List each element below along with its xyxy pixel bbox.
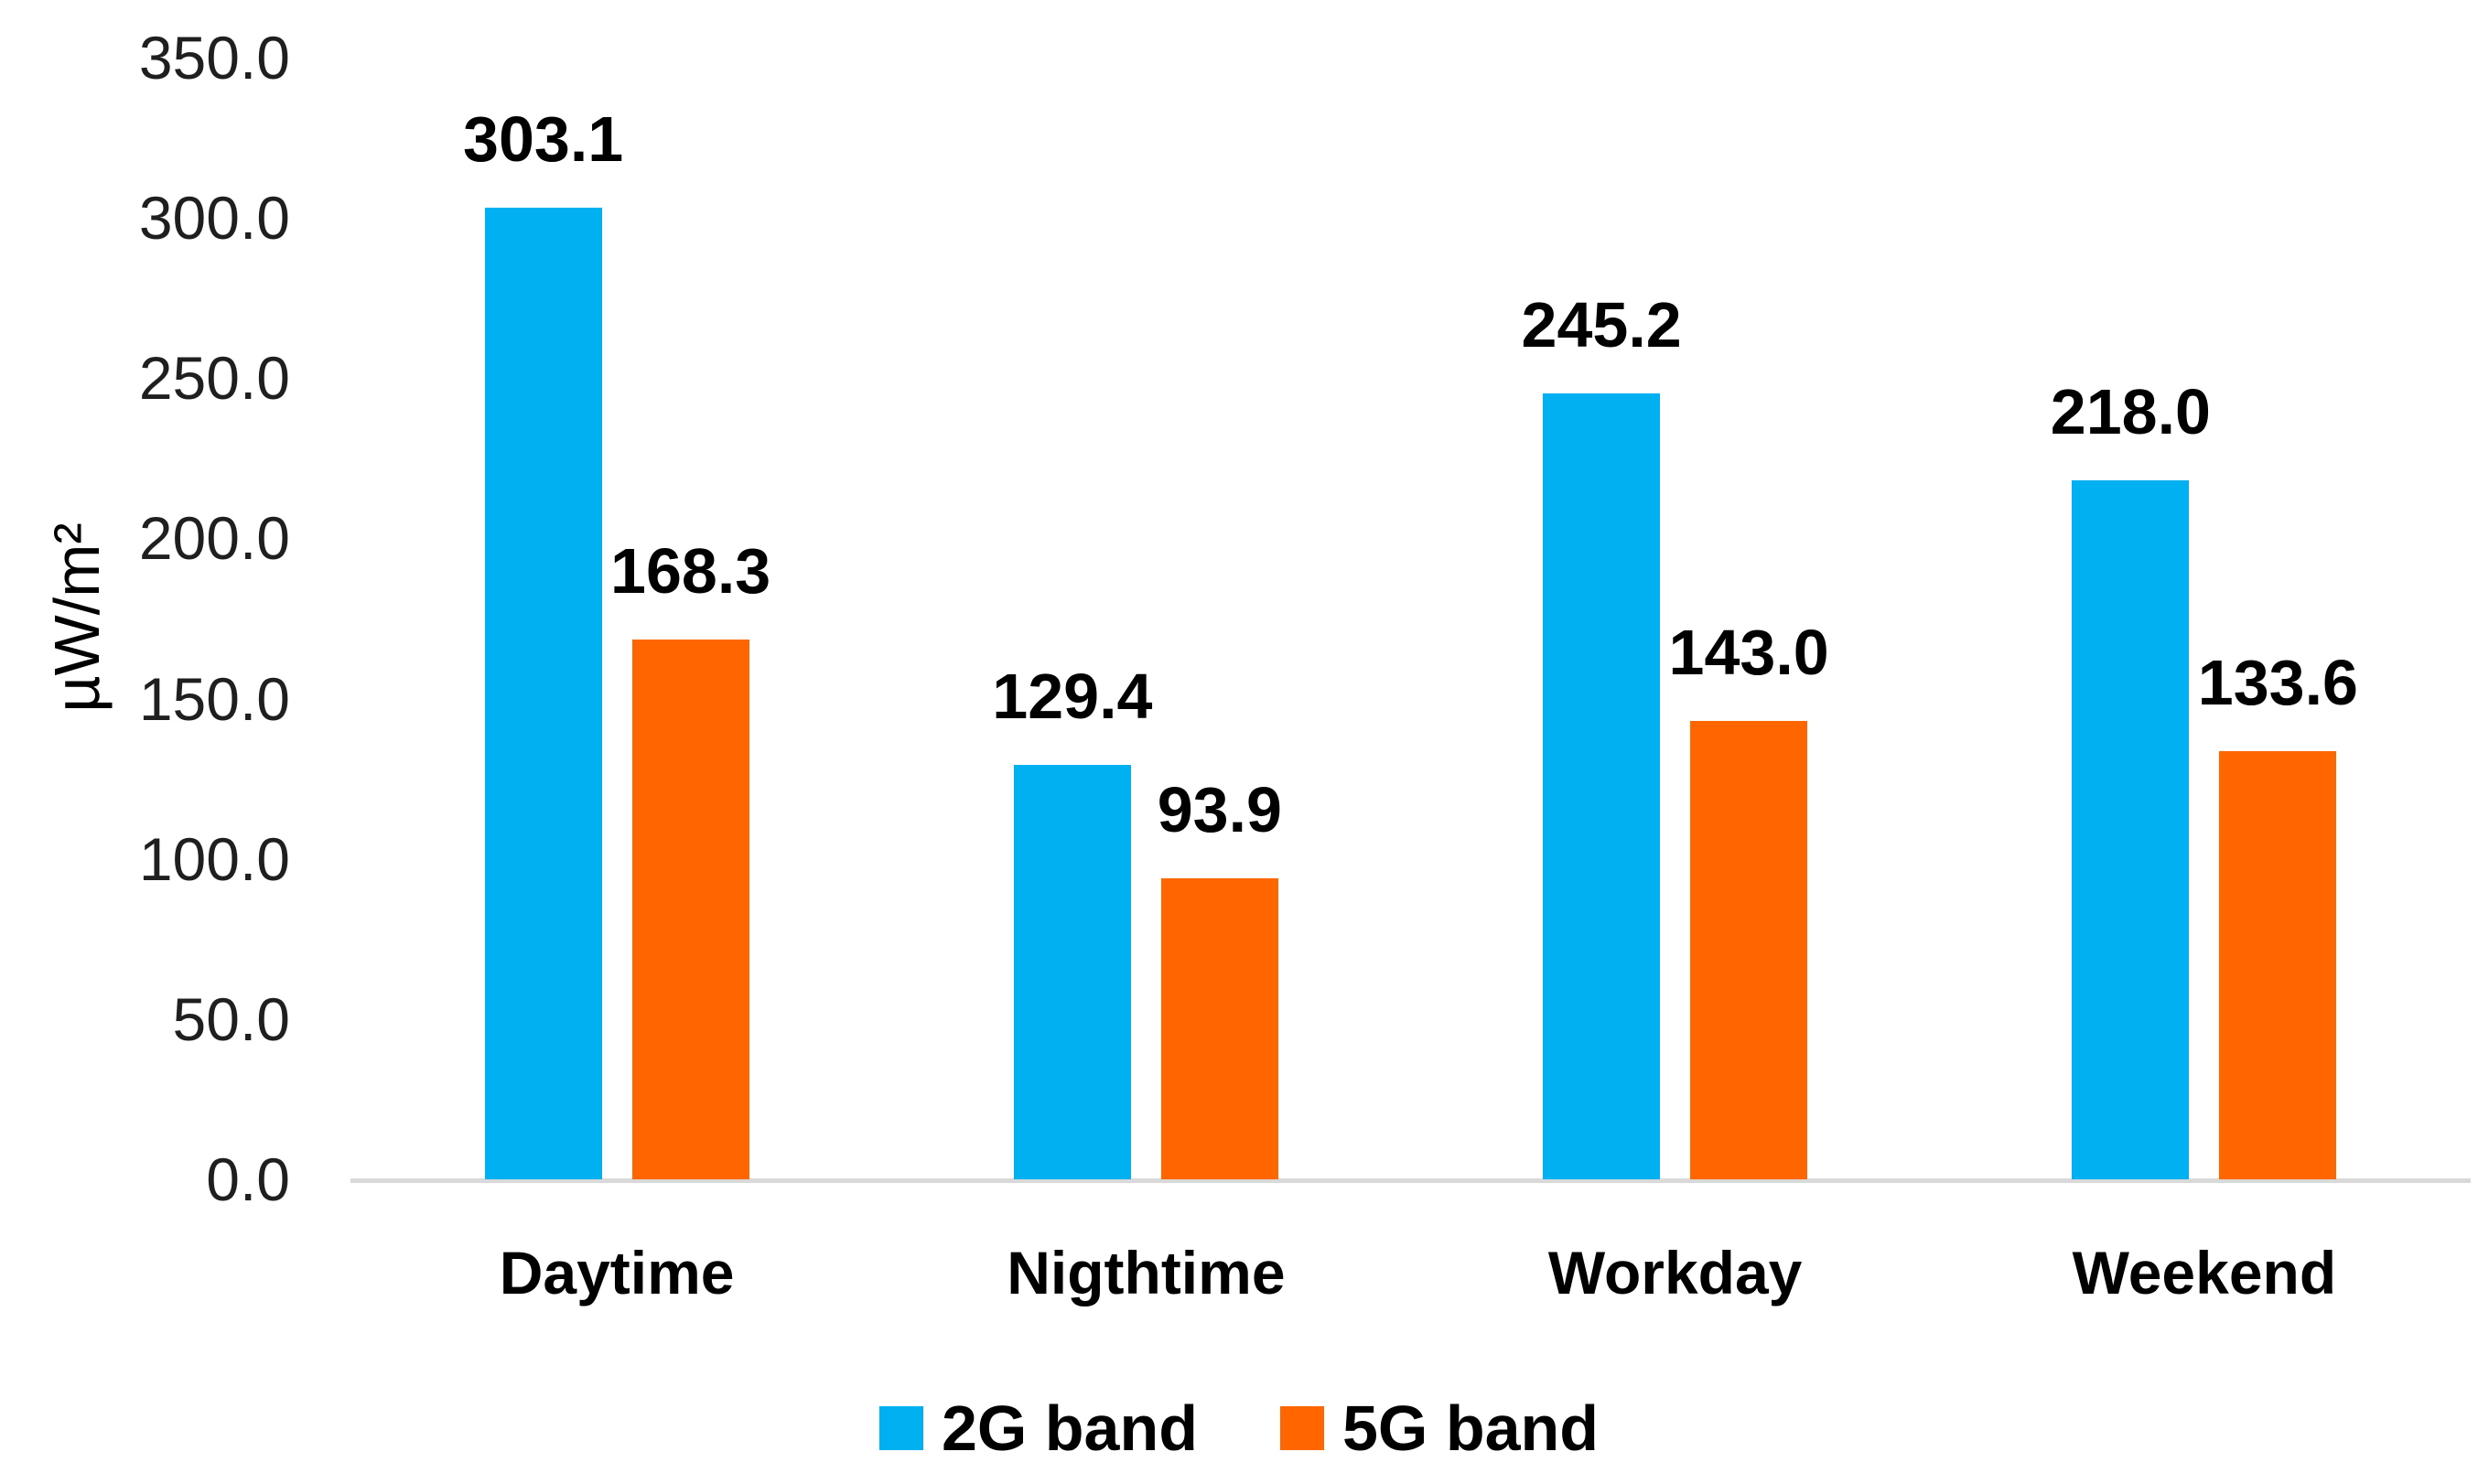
category-label-workday: Workday	[1547, 1239, 1803, 1307]
bar-group-workday: 245.2 143.0	[1411, 58, 1940, 1179]
category-label-weekend: Weekend	[2072, 1239, 2337, 1307]
bar-5g-band-weekend: 133.6	[2198, 651, 2358, 1179]
category-label-nigthtime: Nigthtime	[1007, 1239, 1286, 1307]
data-label-5g-band-weekend: 133.6	[2197, 647, 2358, 719]
y-tick-300: 300.0	[138, 184, 290, 253]
bar-2g-band-daytime: 303.1	[463, 107, 623, 1179]
bar-group-weekend: 218.0 133.6	[1940, 58, 2469, 1179]
y-tick-150: 150.0	[138, 664, 290, 733]
legend-item-2g-band: 2G band	[878, 1393, 1198, 1464]
y-tick-50: 50.0	[172, 984, 290, 1053]
data-label-2g-band-weekend: 218.0	[2050, 376, 2211, 448]
bar-group-daytime: 303.1 168.3	[352, 58, 881, 1179]
legend-label-5g-band: 5G band	[1342, 1393, 1600, 1464]
data-label-5g-band-nigthtime: 93.9	[1157, 774, 1282, 846]
y-tick-350: 350.0	[138, 24, 290, 91]
legend-item-5g-band: 5G band	[1280, 1396, 1599, 1460]
plot-area: 303.1 168.3 129.4 93.9 245.2 143.0 218.0 133.6	[352, 58, 2469, 1179]
bar-2g-band-weekend: 218.0	[2051, 380, 2211, 1179]
data-label-2g-band-nigthtime: 129.4	[992, 660, 1153, 732]
data-label-2g-band-daytime: 303.1	[463, 103, 624, 176]
y-tick-250: 250.0	[138, 344, 290, 413]
legend-swatch-5g-band	[1280, 1406, 1324, 1450]
bar-2g-band-workday: 245.2	[1522, 293, 1682, 1179]
data-label-5g-band-daytime: 168.3	[610, 535, 771, 608]
bar-5g-band-daytime: 168.3	[610, 539, 770, 1179]
data-label-5g-band-workday: 143.0	[1668, 617, 1829, 689]
legend-label-2g-band: 2G band	[941, 1393, 1198, 1464]
bar-group-nigthtime: 129.4 93.9	[881, 58, 1410, 1179]
x-axis-labels: Daytime Nigthtime Workday Weekend	[352, 1240, 2469, 1307]
data-label-2g-band-workday: 245.2	[1521, 289, 1682, 361]
legend-swatch-2g-band	[878, 1406, 923, 1450]
y-tick-200: 200.0	[138, 504, 290, 573]
legend: 2G band 5G band	[0, 1396, 2478, 1460]
y-tick-100: 100.0	[138, 824, 290, 893]
y-axis-title: µW/m²	[41, 522, 113, 713]
x-axis-line	[350, 1178, 2471, 1183]
bar-2g-band-nigthtime: 129.4	[992, 664, 1152, 1179]
bar-5g-band-nigthtime: 93.9	[1158, 778, 1282, 1179]
y-tick-0: 0.0	[206, 1145, 290, 1213]
bar-5g-band-workday: 143.0	[1669, 620, 1829, 1179]
category-label-daytime: Daytime	[499, 1239, 735, 1307]
